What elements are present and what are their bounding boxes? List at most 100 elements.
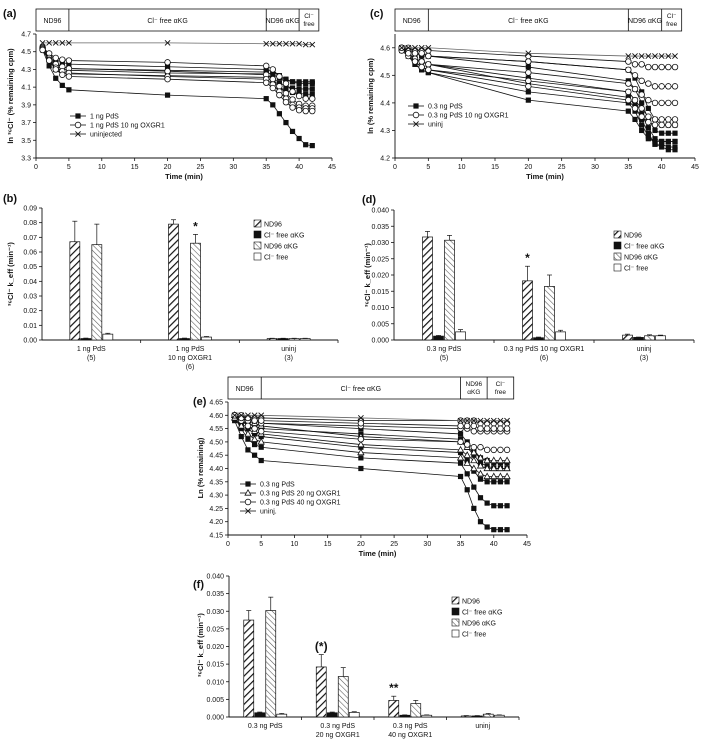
data-point	[276, 80, 282, 86]
data-point	[263, 79, 270, 86]
data-point	[659, 144, 665, 150]
series-line	[401, 47, 675, 57]
data-point	[477, 417, 484, 424]
bar	[410, 703, 422, 718]
series-5	[230, 413, 511, 480]
phase-label: free	[666, 21, 678, 28]
data-point	[276, 73, 283, 80]
data-point	[491, 527, 497, 533]
data-point	[412, 44, 418, 51]
bar	[655, 335, 666, 341]
legend-label: uninj.	[260, 509, 277, 516]
data-point	[497, 420, 504, 427]
data-point	[645, 53, 652, 59]
data-point	[257, 437, 265, 445]
data-point	[289, 128, 296, 135]
data-point	[484, 417, 491, 424]
bar	[243, 619, 255, 718]
bar	[102, 333, 114, 341]
category-label: 0.3 ng PdS	[320, 723, 355, 730]
data-point	[425, 61, 432, 68]
legend-label: Cl⁻ free	[264, 255, 288, 262]
y-tick-label: 3.5	[21, 138, 31, 145]
data-point	[631, 72, 639, 79]
x-tick-label: 10	[98, 164, 106, 171]
legend-label: Cl⁻ free	[462, 632, 486, 639]
data-point	[270, 102, 276, 108]
line-chart-a: ND96 Cl⁻ free αKG ND96 αKG Cl⁻free 3.3 3.5 3.7…	[21, 8, 336, 181]
data-point	[525, 77, 532, 85]
data-point	[659, 130, 665, 136]
bar	[444, 239, 455, 341]
data-point	[289, 104, 296, 111]
legend-swatch	[613, 230, 622, 239]
legend-swatch	[253, 219, 262, 228]
data-point	[672, 147, 678, 153]
data-point	[671, 63, 679, 71]
data-point	[625, 96, 632, 104]
bar	[622, 334, 633, 341]
y-tick-label: 0.05	[23, 264, 37, 271]
legend: ND96 Cl⁻ free αKG ND96 αKG Cl⁻ free	[613, 230, 664, 273]
data-point	[483, 456, 491, 464]
data-point	[282, 90, 290, 97]
y-axis-label-d: ³⁶Cl⁻ k_eff (min⁻¹)	[363, 243, 372, 307]
data-point	[66, 61, 72, 67]
data-point	[639, 127, 645, 134]
data-point	[276, 91, 283, 99]
data-point	[270, 72, 276, 78]
data-point	[645, 133, 651, 139]
data-point	[53, 75, 59, 81]
data-point	[296, 86, 302, 92]
data-point	[65, 57, 73, 64]
data-point	[470, 464, 478, 472]
bar	[299, 338, 311, 341]
bar	[399, 714, 411, 718]
y-tick-label: 0.00	[23, 338, 37, 345]
data-point	[651, 99, 659, 107]
data-point	[45, 57, 53, 64]
bar	[277, 338, 289, 341]
legend-swatch	[253, 230, 262, 239]
legend-marker	[412, 111, 420, 119]
data-point	[457, 438, 464, 446]
data-point	[503, 456, 511, 464]
data-point	[665, 53, 672, 59]
data-point	[303, 86, 309, 92]
data-point	[525, 89, 531, 95]
data-point	[665, 138, 671, 145]
data-point	[658, 116, 665, 123]
y-tick-label: 3.9	[21, 102, 31, 109]
y-tick-label: 4.7	[21, 32, 31, 39]
data-point	[269, 40, 276, 47]
data-point	[258, 412, 265, 419]
data-point	[497, 460, 504, 466]
data-point	[276, 111, 282, 117]
data-point	[411, 50, 419, 57]
data-point	[658, 63, 665, 71]
x-tick-label: 5	[426, 164, 430, 171]
bar	[433, 335, 444, 341]
data-point	[470, 448, 478, 456]
x-tick-label: 35	[457, 541, 465, 548]
legend-marker	[244, 488, 252, 496]
legend-label: ND96	[624, 233, 642, 240]
data-point	[457, 449, 464, 456]
data-point	[251, 431, 258, 437]
data-point	[490, 472, 498, 480]
data-point	[638, 113, 645, 120]
data-point	[471, 468, 477, 474]
y-tick-label: 4.30	[209, 493, 223, 500]
bar-chart-f: 0.000 0.005 0.010 0.015 0.020 0.025 0.030 0.035…	[206, 574, 520, 739]
data-point	[625, 53, 632, 59]
data-point	[425, 44, 432, 51]
data-point	[296, 81, 302, 87]
category-label: 1 ng PdS	[77, 346, 106, 353]
series-11	[398, 44, 678, 59]
data-point	[490, 446, 497, 454]
data-point	[645, 130, 651, 136]
data-point	[504, 503, 510, 509]
phase-label: Cl⁻ free αKG	[508, 18, 548, 25]
data-point	[525, 50, 532, 57]
phase-bar: ND96 Cl⁻ free αKG ND96 αKG Cl⁻free	[35, 8, 320, 32]
